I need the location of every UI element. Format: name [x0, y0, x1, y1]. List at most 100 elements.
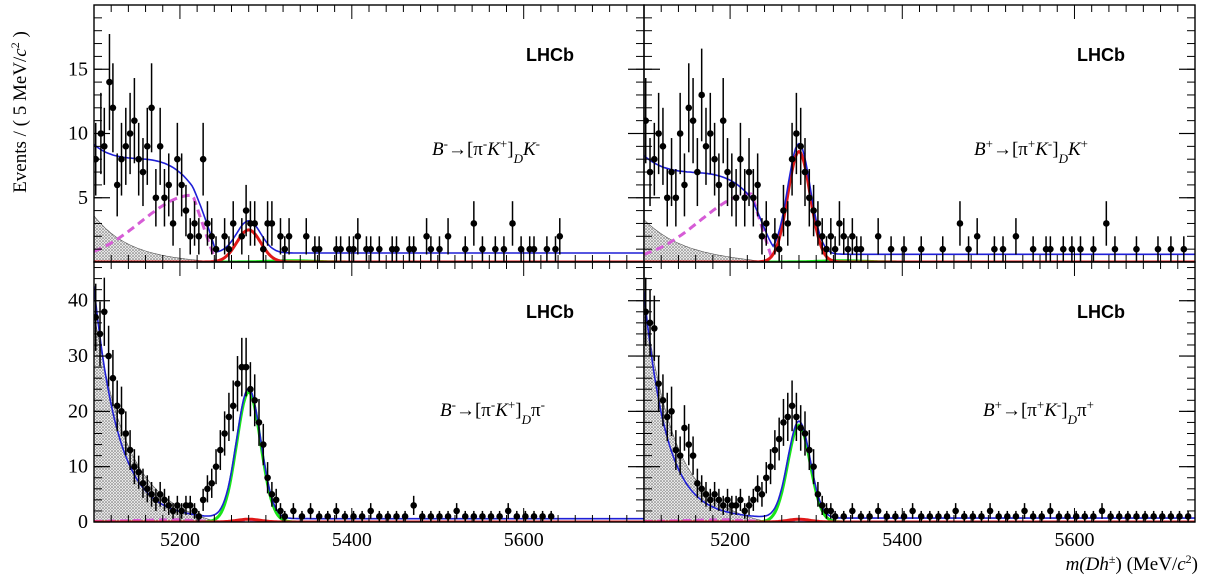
data-point [444, 513, 452, 520]
data-point [496, 513, 503, 520]
y-axis-title: Events / ( 5 MeV/c2 ) [8, 31, 31, 193]
data-point [698, 485, 705, 493]
data-point [1059, 245, 1067, 253]
x-axis-title: m(Dh±) (MeV/c2) [1066, 552, 1198, 575]
data-point [892, 513, 899, 520]
data-point [724, 168, 731, 176]
data-point [1064, 513, 1071, 520]
data-point [178, 181, 185, 189]
data-point [1133, 513, 1140, 520]
data-point [118, 155, 125, 163]
data-point [302, 233, 310, 240]
data-point [161, 194, 168, 202]
data-point [659, 143, 667, 150]
data-point [724, 496, 731, 504]
data-point [956, 220, 964, 227]
plot-area-bottom-left [94, 277, 644, 522]
x-tick-label: 5600 [504, 529, 544, 551]
data-point [470, 220, 478, 227]
data-point [737, 155, 744, 163]
data-point [479, 245, 486, 253]
data-point [1004, 513, 1011, 520]
data-point [242, 363, 250, 371]
data-point [161, 496, 168, 504]
decay-label: B+→[π+K-]Dπ+ [983, 397, 1094, 427]
data-point [1103, 220, 1110, 227]
data-point [732, 502, 740, 509]
data-point [711, 155, 718, 163]
data-point [784, 413, 792, 421]
y-tick-label: 20 [68, 400, 88, 422]
data-point [1038, 513, 1046, 520]
data-point [281, 513, 289, 520]
data-point [784, 220, 792, 227]
data-point [113, 181, 121, 189]
data-point [152, 194, 160, 202]
data-point [750, 194, 757, 202]
data-point [874, 233, 882, 240]
data-point [139, 479, 147, 487]
data-point [1072, 513, 1080, 520]
total-fit-curve [644, 291, 1195, 519]
data-point [251, 396, 259, 404]
data-point [1154, 245, 1162, 253]
data-point [255, 419, 263, 426]
data-point [204, 220, 211, 227]
data-point [530, 513, 538, 520]
data-point [788, 402, 796, 410]
panel-frame [93, 4, 645, 263]
data-point [178, 507, 185, 515]
data-point [849, 507, 856, 515]
data-point [238, 233, 246, 240]
data-point [109, 374, 117, 382]
data-point [427, 513, 435, 520]
data-point [844, 245, 852, 253]
partially-reconstructed-curve [94, 193, 644, 262]
data-point [367, 245, 375, 253]
data-point [191, 220, 198, 227]
data-point [926, 513, 934, 520]
shaded-background [94, 215, 219, 262]
data-point [719, 502, 727, 509]
data-point [487, 513, 495, 520]
data-point [229, 402, 237, 410]
data-point [1055, 513, 1063, 520]
data-point [771, 446, 779, 454]
data-point [952, 507, 959, 515]
data-point [186, 233, 194, 240]
data-point [849, 233, 856, 240]
data-point [148, 104, 155, 112]
data-point [1029, 513, 1037, 520]
data-point [315, 245, 323, 253]
y-tick-label: 30 [68, 345, 88, 367]
data-point [780, 207, 787, 214]
data-point [1047, 507, 1054, 515]
data-point [1124, 513, 1132, 520]
data-point [1047, 245, 1054, 253]
data-point [547, 513, 555, 520]
data-point [118, 408, 125, 415]
data-point [866, 513, 873, 520]
data-point [1111, 245, 1119, 253]
data-point [939, 245, 947, 253]
data-point [685, 104, 693, 112]
data-point [242, 207, 250, 214]
data-point [272, 496, 280, 504]
plot-area-top-left [94, 34, 644, 262]
data-point [1115, 513, 1123, 520]
data-point [199, 155, 207, 163]
data-point [341, 513, 349, 520]
panel-frame [643, 4, 1196, 263]
data-point [350, 513, 357, 520]
data-point [715, 181, 723, 189]
data-point [436, 245, 443, 253]
decay-label: B-→[π-K+]Dπ- [440, 397, 545, 427]
data-point [277, 507, 284, 515]
decay-label: B-→[π-K+]DK- [432, 136, 540, 166]
data-point [208, 233, 216, 240]
data-point [337, 245, 344, 253]
data-point [685, 441, 693, 448]
data-point [973, 233, 981, 240]
data-point [126, 130, 134, 137]
data-point [500, 245, 508, 253]
